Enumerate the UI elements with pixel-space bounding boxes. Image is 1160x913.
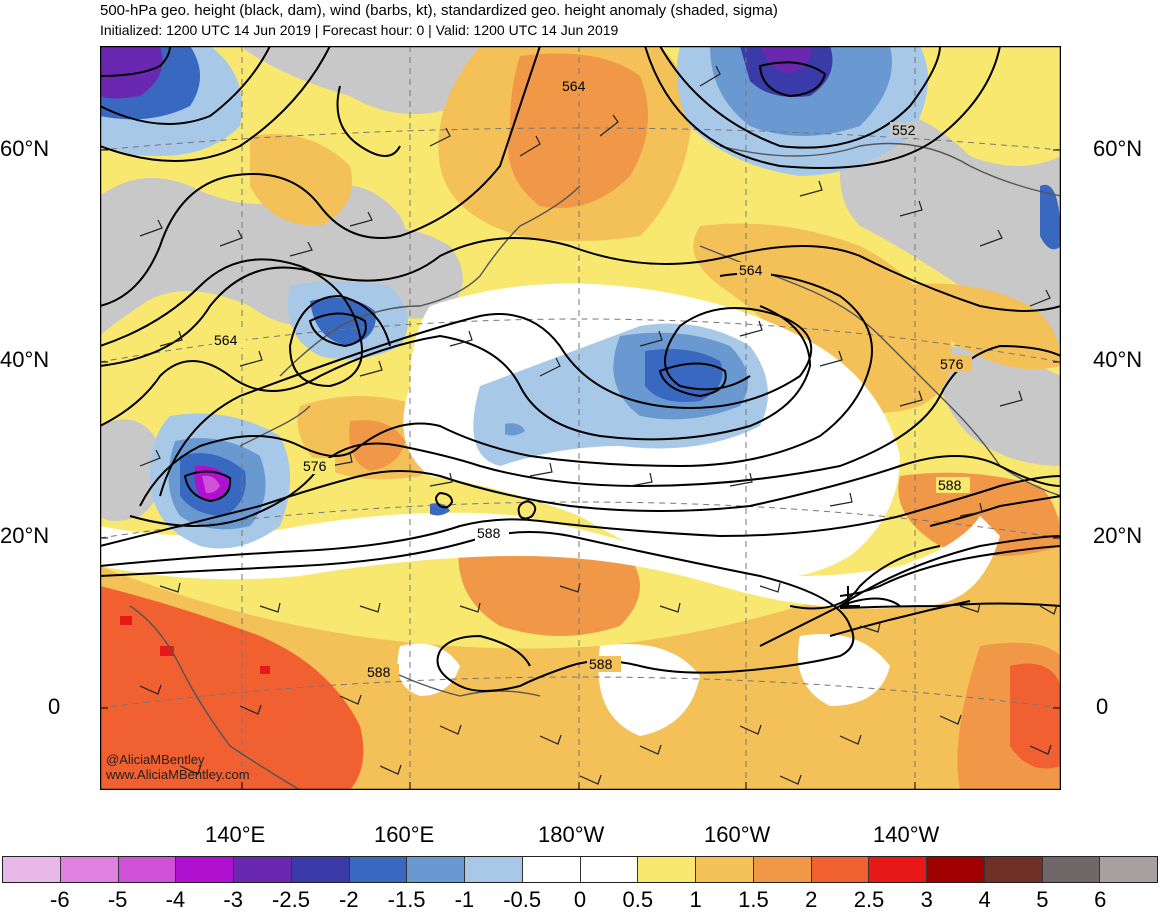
colorbar-swatch — [3, 857, 61, 882]
lon-label-140e: 140°E — [205, 822, 266, 847]
colorbar-label: -5 — [107, 887, 128, 912]
colorbar-swatch — [638, 857, 696, 882]
colorbar-swatch — [349, 857, 408, 882]
colorbar-swatch — [811, 857, 870, 882]
contour-label-552-ne: 552 — [892, 122, 916, 138]
anomaly-blue-far-east — [1040, 184, 1061, 250]
colorbar-label: -1 — [454, 887, 475, 912]
colorbar — [2, 856, 1158, 883]
contour-label-588-south: 588 — [589, 656, 613, 672]
anomaly-blue-dot-2 — [505, 423, 525, 436]
colorbar-swatch — [176, 857, 234, 882]
map-panel: 564 552 564 564 576 576 588 588 588 588 — [100, 46, 1061, 790]
contour-label-588-east: 588 — [938, 477, 962, 493]
anomaly-gray-top — [240, 46, 487, 114]
height-contours — [100, 46, 1061, 692]
credit-site: www.AliciaMBentley.com — [106, 767, 250, 782]
colorbar-swatch — [291, 857, 350, 882]
lat-label-0-left: 0 — [48, 694, 61, 719]
colorbar-label: -2.5 — [272, 887, 310, 912]
map-title: 500-hPa geo. height (black, dam), wind (… — [100, 2, 778, 19]
credit-handle: @AliciaMBentley — [106, 752, 205, 767]
map-subtitle: Initialized: 1200 UTC 14 Jun 2019 | Fore… — [100, 22, 619, 38]
anomaly-white-band — [100, 512, 1000, 609]
credit: @AliciaMBentley www.AliciaMBentley.com — [106, 752, 250, 782]
colorbar-swatch — [234, 857, 292, 882]
anomaly-red-dot-a — [160, 646, 174, 656]
colorbar-swatch — [696, 857, 754, 882]
colorbar-swatch — [118, 857, 177, 882]
colorbar-label: -1.5 — [387, 887, 426, 912]
colorbar-label: -2 — [339, 887, 359, 912]
anomaly-tropics-ne — [898, 472, 1061, 556]
lat-label-40n-left: 40°N — [0, 347, 50, 372]
anomaly-orange-nw — [250, 134, 352, 226]
colorbar-label: 4 — [978, 887, 991, 912]
colorbar-label: 1.5 — [738, 887, 769, 912]
anomaly-orange-north-core — [508, 53, 648, 208]
colorbar-label: 2 — [805, 887, 818, 912]
contour-label-588-sw: 588 — [367, 664, 391, 680]
lon-label-160w: 160°W — [704, 822, 771, 847]
colorbar-label: 2.5 — [853, 887, 885, 912]
colorbar-swatch — [580, 857, 639, 882]
colorbar-swatch — [465, 857, 523, 882]
anomaly-white-island-1 — [397, 643, 460, 696]
colorbar-label: 1 — [689, 887, 702, 912]
anomaly-gray-e — [938, 346, 1061, 466]
contour-label-576-jp: 576 — [303, 458, 327, 474]
anomaly-red-dot-b — [260, 666, 270, 674]
anomaly-gray-ne — [840, 106, 1061, 346]
contour-label-588-central: 588 — [477, 525, 501, 541]
colorbar-label: -6 — [50, 887, 70, 912]
anomaly-purple-ne — [760, 46, 811, 74]
contour-label-576-east: 576 — [940, 356, 964, 372]
colorbar-swatch — [407, 857, 465, 882]
anomaly-orange-jp-core — [349, 420, 405, 471]
anomaly-red-se — [1010, 663, 1061, 769]
colorbar-swatch — [927, 857, 985, 882]
lat-label-60n-right: 60°N — [1093, 136, 1143, 161]
contour-label-564-west: 564 — [214, 332, 238, 348]
contour-label-564-north: 564 — [562, 78, 586, 94]
lon-label-160e: 160°E — [374, 822, 435, 847]
colorbar-label: 0 — [573, 887, 587, 912]
colorbar-swatch — [869, 857, 927, 882]
wind-barbs — [139, 65, 1058, 785]
anomaly-red-west-core — [100, 626, 183, 761]
lon-label-180w: 180°W — [538, 822, 605, 847]
colorbar-label: -4 — [165, 887, 186, 912]
colorbar-swatch — [984, 857, 1043, 882]
anomaly-white-island-2 — [598, 644, 700, 736]
lat-label-20n-right: 20°N — [1093, 523, 1143, 548]
lon-label-140w: 140°W — [873, 822, 940, 847]
lat-label-60n-left: 60°N — [0, 136, 50, 161]
colorbar-swatch — [753, 857, 812, 882]
lat-label-40n-right: 40°N — [1093, 347, 1143, 372]
lat-label-0-right: 0 — [1096, 694, 1109, 719]
anomaly-orange-ne — [900, 283, 1061, 370]
anomaly-red-dot-c — [120, 616, 132, 625]
colorbar-label: 0.5 — [622, 887, 654, 912]
anomaly-purple-nw — [100, 46, 163, 99]
lat-label-20n-left: 20°N — [0, 523, 50, 548]
anomaly-pink-japan — [202, 475, 220, 494]
colorbar-swatch — [1042, 857, 1101, 882]
colorbar-label: 6 — [1094, 887, 1107, 912]
colorbar-swatch — [60, 857, 119, 882]
colorbar-swatch — [1100, 857, 1157, 882]
anomaly-white-island-3 — [798, 634, 890, 706]
colorbar-label: 3 — [920, 887, 933, 912]
colorbar-swatch — [522, 857, 581, 882]
graticule — [100, 46, 1061, 790]
colorbar-label: 5 — [1036, 887, 1049, 912]
colorbar-label: -0.5 — [503, 887, 542, 912]
contour-labels: 564 552 564 564 576 576 588 588 588 588 — [212, 78, 972, 680]
contour-label-564-ak: 564 — [739, 262, 763, 278]
edge-ticks — [100, 149, 1061, 790]
colorbar-label: -3 — [223, 887, 243, 912]
